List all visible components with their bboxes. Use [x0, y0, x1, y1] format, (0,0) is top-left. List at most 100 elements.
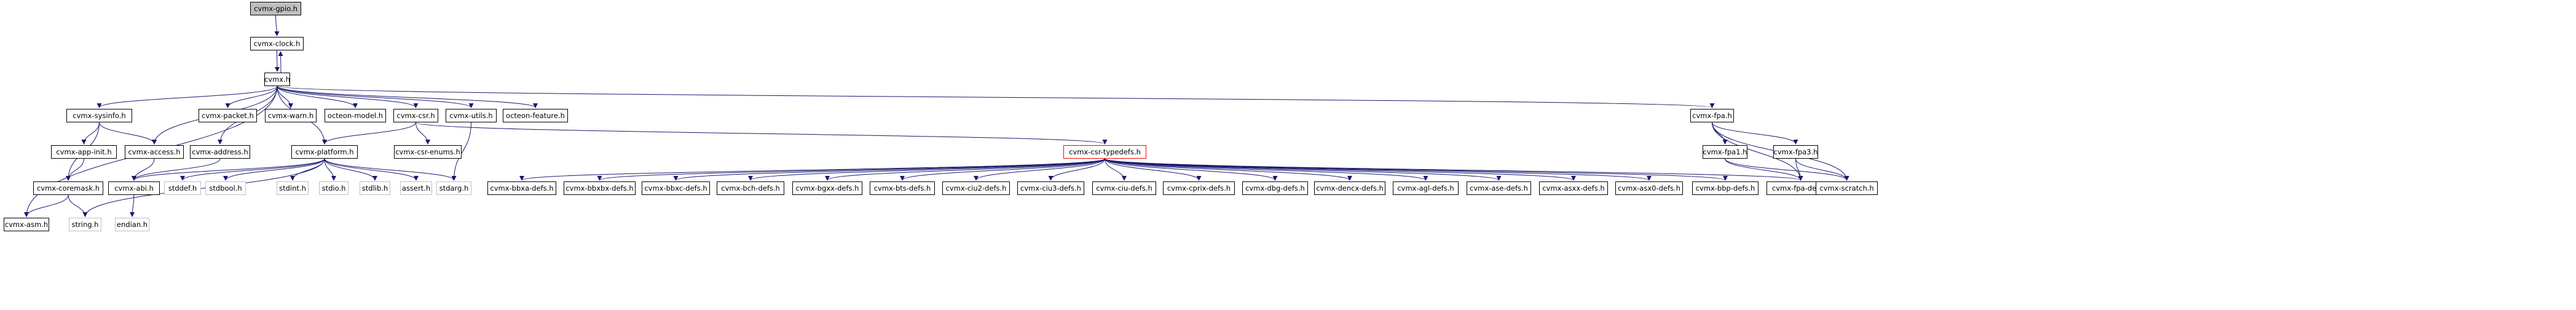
node-label: cvmx-access.h	[128, 148, 181, 156]
edge-csrtypedefs-to-ciu3	[1048, 158, 1105, 181]
node-label: cvmx-app-init.h	[56, 148, 112, 156]
node-packet[interactable]: cvmx-packet.h	[199, 109, 257, 122]
node-octeonmodel[interactable]: octeon-model.h	[325, 109, 386, 122]
edge-csr-to-platform	[322, 122, 416, 145]
edge-csr-to-csrenums	[416, 122, 430, 145]
node-label: assert.h	[401, 184, 431, 193]
edge-cvmx-to-csr	[277, 85, 419, 108]
node-ciu2[interactable]: cvmx-ciu2-defs.h	[942, 181, 1010, 195]
node-label: stdlib.h	[361, 184, 388, 193]
edge-platform-to-string	[82, 158, 325, 217]
node-bbp[interactable]: cvmx-bbp-defs.h	[1692, 181, 1759, 195]
node-label: cvmx-coremask.h	[36, 184, 100, 193]
node-bbxc[interactable]: cvmx-bbxc-defs.h	[642, 181, 710, 195]
node-bbxbx[interactable]: cvmx-bbxbx-defs.h	[564, 181, 636, 195]
edge-csrtypedefs-to-bts	[900, 158, 1105, 181]
node-cvmx[interactable]: cvmx.h	[264, 73, 290, 86]
edge-csrtypedefs-to-bgxx	[825, 158, 1105, 181]
node-label: cvmx-platform.h	[295, 148, 354, 156]
node-fpa[interactable]: cvmx-fpa.h	[1690, 109, 1734, 122]
edge-csrtypedefs-to-bbxbx	[597, 158, 1105, 181]
node-stdio: stdio.h	[319, 181, 349, 195]
node-ciu[interactable]: cvmx-ciu-defs.h	[1092, 181, 1156, 195]
node-scratch[interactable]: cvmx-scratch.h	[1816, 181, 1878, 195]
node-stdlib: stdlib.h	[360, 181, 390, 195]
node-csr[interactable]: cvmx-csr.h	[393, 109, 438, 122]
node-label: cvmx-ase-defs.h	[1470, 184, 1528, 193]
node-csrtypedefs[interactable]: cvmx-csr-typedefs.h	[1063, 145, 1146, 159]
node-platform[interactable]: cvmx-platform.h	[291, 145, 358, 159]
node-octeonfeature[interactable]: octeon-feature.h	[503, 109, 568, 122]
node-cprix[interactable]: cvmx-cprix-defs.h	[1163, 181, 1235, 195]
node-bbxa[interactable]: cvmx-bbxa-defs.h	[487, 181, 556, 195]
node-appinit[interactable]: cvmx-app-init.h	[51, 145, 117, 159]
edge-cvmx-to-octeonfeature	[277, 85, 538, 108]
node-clock[interactable]: cvmx-clock.h	[250, 37, 304, 50]
edge-csrtypedefs-to-dencx	[1105, 158, 1352, 181]
node-address[interactable]: cvmx-address.h	[190, 145, 250, 159]
node-bts[interactable]: cvmx-bts-defs.h	[870, 181, 935, 195]
node-utils[interactable]: cvmx-utils.h	[446, 109, 497, 122]
node-label: cvmx-ciu2-defs.h	[945, 184, 1007, 193]
node-label: cvmx-csr.h	[396, 111, 435, 120]
node-label: cvmx-bbxa-defs.h	[490, 184, 554, 193]
node-csrenums[interactable]: cvmx-csr-enums.h	[394, 145, 462, 159]
node-label: stddef.h	[168, 184, 197, 193]
node-stdarg: stdarg.h	[436, 181, 471, 195]
node-warn[interactable]: cvmx-warn.h	[265, 109, 317, 122]
node-abi[interactable]: cvmx-abi.h	[108, 181, 160, 195]
node-label: cvmx.h	[264, 75, 291, 84]
edge-cvmx-to-sysinfo	[97, 85, 278, 108]
edge-csrtypedefs-to-bch	[748, 158, 1105, 181]
edge-platform-to-abi	[132, 158, 325, 181]
edge-platform-to-stdbool	[223, 158, 325, 181]
node-asx0[interactable]: cvmx-asx0-defs.h	[1615, 181, 1683, 195]
node-label: cvmx-fpa-defs.h	[1771, 184, 1830, 193]
node-label: cvmx-ciu3-defs.h	[1020, 184, 1081, 193]
node-label: cvmx-fpa3.h	[1773, 148, 1818, 156]
node-agl[interactable]: cvmx-agl-defs.h	[1393, 181, 1459, 195]
edge-address-to-abi	[132, 158, 221, 181]
edge-csrtypedefs-to-bbxa	[519, 158, 1105, 181]
edge-platform-to-assert	[324, 158, 419, 181]
node-bch[interactable]: cvmx-bch-defs.h	[717, 181, 784, 195]
node-fpa1[interactable]: cvmx-fpa1.h	[1703, 145, 1747, 159]
edge-fpa1-to-scratch	[1725, 158, 1849, 181]
node-label: cvmx-ciu-defs.h	[1096, 184, 1152, 193]
node-label: cvmx-agl-defs.h	[1397, 184, 1454, 193]
node-ciu3[interactable]: cvmx-ciu3-defs.h	[1017, 181, 1084, 195]
edge-gpio-to-clock	[274, 15, 280, 36]
edge-csrtypedefs-to-agl	[1105, 158, 1428, 181]
node-bgxx[interactable]: cvmx-bgxx-defs.h	[792, 181, 862, 195]
node-label: cvmx-bbxbx-defs.h	[565, 184, 634, 193]
node-asxx[interactable]: cvmx-asxx-defs.h	[1539, 181, 1608, 195]
edge-platform-to-stdarg	[324, 158, 457, 181]
node-coremask[interactable]: cvmx-coremask.h	[33, 181, 103, 195]
node-fpa3[interactable]: cvmx-fpa3.h	[1773, 145, 1818, 159]
node-asm[interactable]: cvmx-asm.h	[4, 218, 49, 231]
edge-platform-to-stddef	[180, 158, 325, 181]
node-gpio: cvmx-gpio.h	[250, 2, 301, 15]
edge-appinit-to-coremask	[66, 158, 84, 181]
node-label: cvmx-bch-defs.h	[721, 184, 780, 193]
edge-csrtypedefs-to-dbg	[1105, 158, 1278, 181]
node-access[interactable]: cvmx-access.h	[125, 145, 184, 159]
node-dbg[interactable]: cvmx-dbg-defs.h	[1242, 181, 1308, 195]
node-stddef: stddef.h	[164, 181, 201, 195]
node-label: octeon-model.h	[327, 111, 384, 120]
node-label: cvmx-address.h	[192, 148, 248, 156]
edge-csrtypedefs-to-ciu2	[974, 158, 1105, 181]
node-ase[interactable]: cvmx-ase-defs.h	[1467, 181, 1531, 195]
node-dencx[interactable]: cvmx-dencx-defs.h	[1314, 181, 1385, 195]
node-label: cvmx-scratch.h	[1819, 184, 1874, 193]
node-stdbool: stdbool.h	[205, 181, 246, 195]
node-sysinfo[interactable]: cvmx-sysinfo.h	[66, 109, 132, 122]
edge-cvmx-to-fpa	[277, 85, 1714, 108]
edge-platform-to-stdio	[324, 158, 336, 181]
edge-cvmx-to-packet	[225, 85, 278, 108]
edge-platform-to-stdlib	[324, 158, 377, 181]
node-label: cvmx-gpio.h	[254, 4, 297, 13]
edge-fpa-to-fpa3	[1712, 122, 1798, 145]
node-label: cvmx-dencx-defs.h	[1316, 184, 1384, 193]
